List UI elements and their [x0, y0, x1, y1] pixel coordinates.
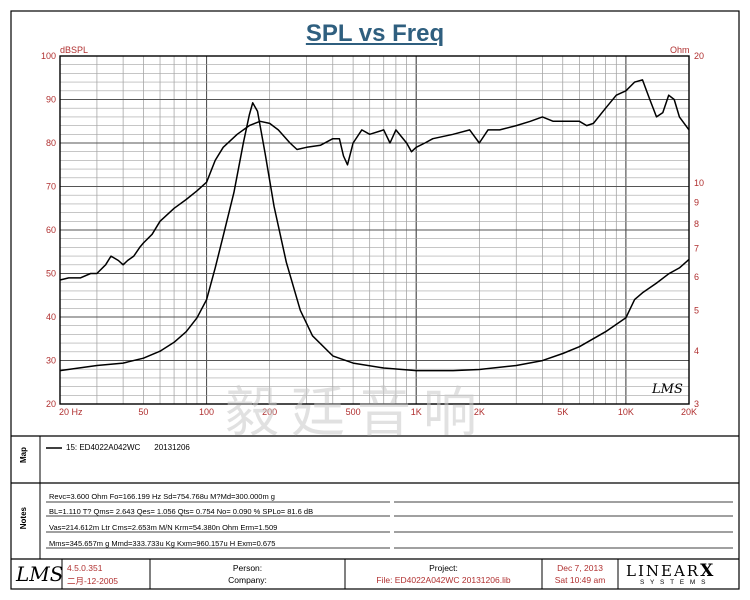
- map-legend-entry: 15: ED4022A042WC 20131206: [46, 443, 190, 452]
- x-tick-label: 2K: [474, 407, 485, 417]
- impedance-curve: [59, 102, 690, 372]
- lms-logo-mark: LMS: [652, 382, 683, 397]
- linearx-logo: LINEARX: [626, 561, 715, 581]
- footer-file-name: File: ED4022A042WC 20131206.lib: [376, 575, 511, 585]
- y-right-tick-label: 20: [694, 51, 704, 61]
- notes-line-1: Revc=3.600 Ohm Fo=166.199 Hz Sd=754.768u…: [49, 492, 275, 501]
- x-tick-label: 50: [138, 407, 148, 417]
- spl-curve: [59, 79, 690, 281]
- x-tick-label: 20 Hz: [59, 407, 83, 417]
- x-tick-label: 200: [262, 407, 277, 417]
- linearx-systems-text: S Y S T E M S: [640, 579, 708, 586]
- footer-company-label: Company:: [228, 575, 267, 585]
- y-right-tick-label: 5: [694, 305, 699, 315]
- x-tick-label: 1K: [411, 407, 422, 417]
- legend-series-name: 15: ED4022A042WC: [66, 443, 141, 452]
- y-right-tick-label: 8: [694, 219, 699, 229]
- y-left-tick-label: 50: [46, 269, 56, 279]
- left-axis-unit: dBSPL: [60, 45, 89, 55]
- linearx-logo-x: X: [700, 561, 716, 581]
- y-left-tick-label: 70: [46, 182, 56, 192]
- x-tick-label: 500: [346, 407, 361, 417]
- footer-date: Dec 7, 2013: [557, 563, 603, 573]
- y-left-tick-label: 60: [46, 225, 56, 235]
- notes-line-4: Mms=345.657m g Mmd=333.733u Kg Kxm=960.1…: [49, 539, 276, 548]
- x-tick-label: 20K: [681, 407, 697, 417]
- x-tick-label: 100: [199, 407, 214, 417]
- x-tick-label: 10K: [618, 407, 634, 417]
- y-right-tick-label: 9: [694, 197, 699, 207]
- footer-person-label: Person:: [232, 563, 263, 573]
- y-right-tick-label: 4: [694, 346, 699, 356]
- footer-project-label: Project:: [429, 563, 458, 573]
- y-left-tick-label: 90: [46, 95, 56, 105]
- footer-time: Sat 10:49 am: [554, 575, 606, 585]
- plot-border: [59, 55, 690, 405]
- y-right-tick-label: 7: [694, 244, 699, 254]
- footer-version: 4.5.0.351: [67, 563, 103, 573]
- y-left-tick-label: 30: [46, 356, 56, 366]
- y-left-tick-label: 100: [41, 51, 56, 61]
- legend-series-date: 20131206: [154, 443, 190, 452]
- right-axis-unit: Ohm: [670, 45, 690, 55]
- footer-version-date: 二月-12-2005: [67, 576, 119, 586]
- chart-title: SPL vs Freq: [305, 20, 445, 47]
- lms-footer-logo: LMS: [16, 562, 64, 586]
- y-right-tick-label: 6: [694, 272, 699, 282]
- y-left-tick-label: 80: [46, 138, 56, 148]
- y-left-tick-label: 20: [46, 399, 56, 409]
- y-right-tick-label: 10: [694, 178, 704, 188]
- watermark-text: 毅廷音响: [225, 381, 489, 444]
- x-tick-label: 5K: [557, 407, 568, 417]
- legend-line-swatch: [46, 446, 62, 449]
- notes-line-3: Vas=214.612m Ltr Cms=2.653m M/N Krm=54.3…: [49, 523, 278, 532]
- notes-line-2: BL=1.110 T? Qms= 2.643 Qes= 1.056 Qts= 0…: [49, 507, 314, 516]
- y-right-tick-label: 3: [694, 399, 699, 409]
- linearx-logo-text: LINEAR: [626, 562, 701, 580]
- y-left-tick-label: 40: [46, 312, 56, 322]
